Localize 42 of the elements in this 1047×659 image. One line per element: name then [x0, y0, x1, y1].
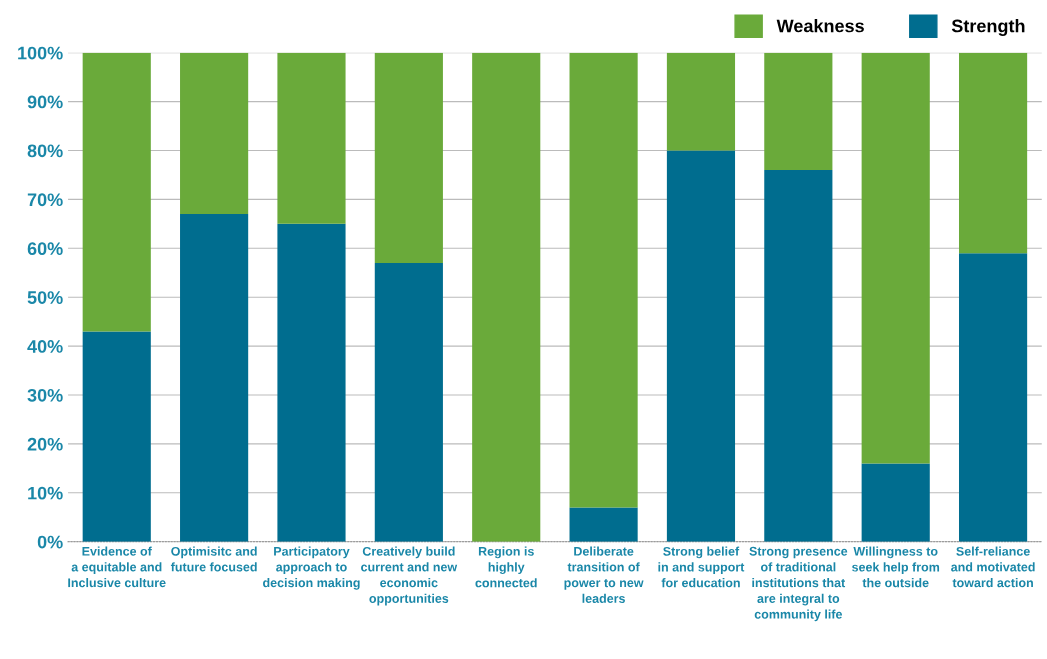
bar	[569, 507, 638, 542]
x-tick-label: Region is highly connected	[475, 546, 537, 588]
bar	[569, 52, 638, 508]
x-tick-label: Participatory approach to decision making	[263, 546, 360, 590]
y-tick-label: 30%	[27, 388, 63, 402]
x-tick-label: Willingness to seek help from the outside	[852, 546, 940, 588]
bar	[277, 223, 346, 542]
bar	[764, 52, 833, 171]
y-tick-label: 100%	[18, 46, 63, 60]
bar	[277, 52, 346, 224]
y-tick-label: 50%	[27, 291, 63, 304]
x-tick-label: Evidence of a equitable and Inclusive culture	[68, 546, 166, 588]
x-tick-label: Self-reliance and motivated toward action	[951, 546, 1035, 588]
bar	[666, 52, 736, 151]
bar	[861, 52, 930, 464]
bar	[180, 52, 249, 215]
x-tick-label: Optimisitc and future focused	[170, 546, 257, 572]
y-tick-label: 20%	[27, 437, 63, 451]
y-tick-label: 60%	[27, 242, 63, 256]
x-tick-label: Creatively build current and new economic opportunities	[361, 546, 458, 606]
bar	[861, 463, 930, 542]
legend-label: Weakness	[776, 19, 864, 33]
x-tick-label: Deliberate transition of power to new leaders	[564, 546, 644, 603]
bar	[374, 52, 443, 263]
y-tick-label: 0%	[37, 535, 63, 549]
y-tick-label: 90%	[27, 95, 63, 109]
x-tick-label: Strong presence of traditional institutions that are integral to community life	[749, 546, 848, 622]
y-tick-label: 70%	[27, 193, 63, 207]
x-tick-label: Strong belief in and support for education	[658, 546, 745, 588]
bar	[472, 52, 541, 542]
bar	[666, 150, 736, 542]
legend-label: Strength	[951, 19, 1025, 36]
y-tick-label: 40%	[27, 340, 63, 353]
bar	[82, 331, 151, 542]
bar	[959, 253, 1028, 542]
bar	[180, 214, 249, 542]
bar	[374, 262, 443, 542]
y-tick-label: 10%	[28, 486, 63, 500]
y-tick-label: 80%	[27, 144, 63, 158]
bar	[82, 52, 151, 332]
bar	[959, 52, 1028, 254]
bar	[764, 170, 833, 542]
